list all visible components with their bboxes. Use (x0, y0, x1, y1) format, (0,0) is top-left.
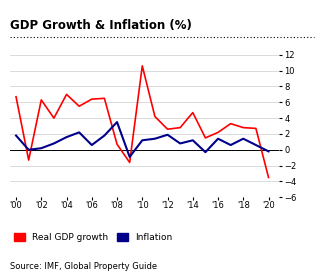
Text: GDP Growth & Inflation (%): GDP Growth & Inflation (%) (10, 19, 191, 32)
Text: Source: IMF, Global Property Guide: Source: IMF, Global Property Guide (10, 262, 157, 271)
Legend: Real GDP growth, Inflation: Real GDP growth, Inflation (14, 233, 173, 242)
